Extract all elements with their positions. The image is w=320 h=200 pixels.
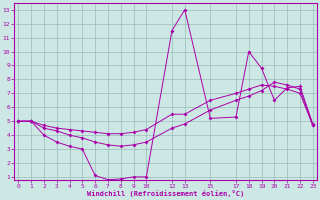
X-axis label: Windchill (Refroidissement éolien,°C): Windchill (Refroidissement éolien,°C) <box>87 190 244 197</box>
